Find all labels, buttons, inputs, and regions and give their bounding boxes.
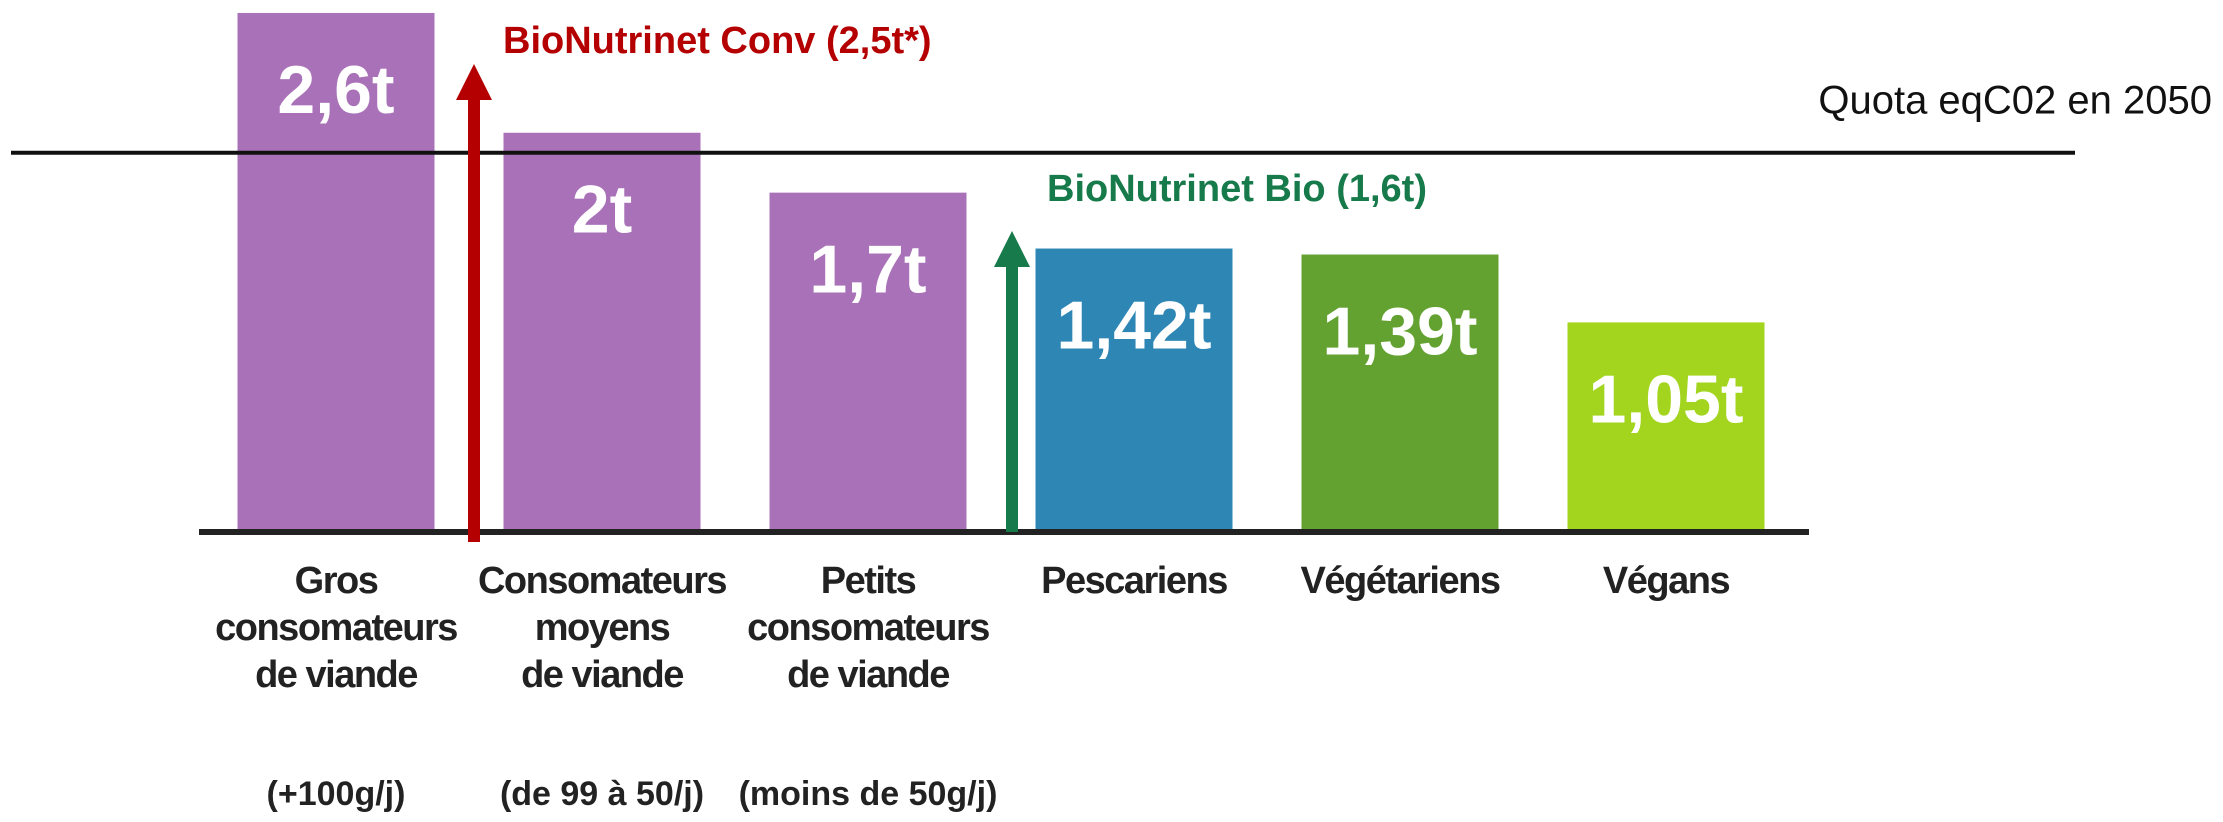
bar [769, 192, 967, 532]
bar [1301, 254, 1499, 532]
x-tick-label: Pescariens [1041, 560, 1228, 602]
bar [1567, 322, 1765, 532]
value-label: 1,42t [1057, 288, 1212, 364]
x-tick-label: Consomateurs moyens de viande [477, 560, 728, 696]
reference-label: Quota eqC02 en 2050 [1818, 78, 2212, 122]
x-tick-label: Gros consomateurs de viande [215, 560, 458, 696]
value-label: 1,05t [1589, 361, 1744, 437]
value-label: 2t [572, 172, 632, 248]
x-sub-label: (+100g/j) [266, 775, 406, 813]
x-tick-label: Petits consomateurs de viande [747, 560, 990, 696]
bar [237, 12, 435, 532]
x-tick-label: Végétariens [1300, 560, 1501, 602]
annotation: BioNutrinet Bio (1,6t) [1047, 168, 1427, 210]
x-tick-label: Végans [1602, 560, 1731, 602]
x-sub-label: (de 99 à 50/j) [499, 775, 705, 813]
value-label: 1,7t [809, 232, 926, 308]
bar [1035, 248, 1233, 533]
arrow-head [994, 231, 1030, 267]
value-label: 2,6t [277, 52, 394, 128]
x-sub-label: (moins de 50g/j) [738, 775, 998, 813]
arrow-head [456, 64, 492, 100]
annotation: BioNutrinet Conv (2,5t*) [503, 20, 932, 62]
bar [503, 132, 701, 533]
value-label: 1,39t [1323, 293, 1478, 369]
